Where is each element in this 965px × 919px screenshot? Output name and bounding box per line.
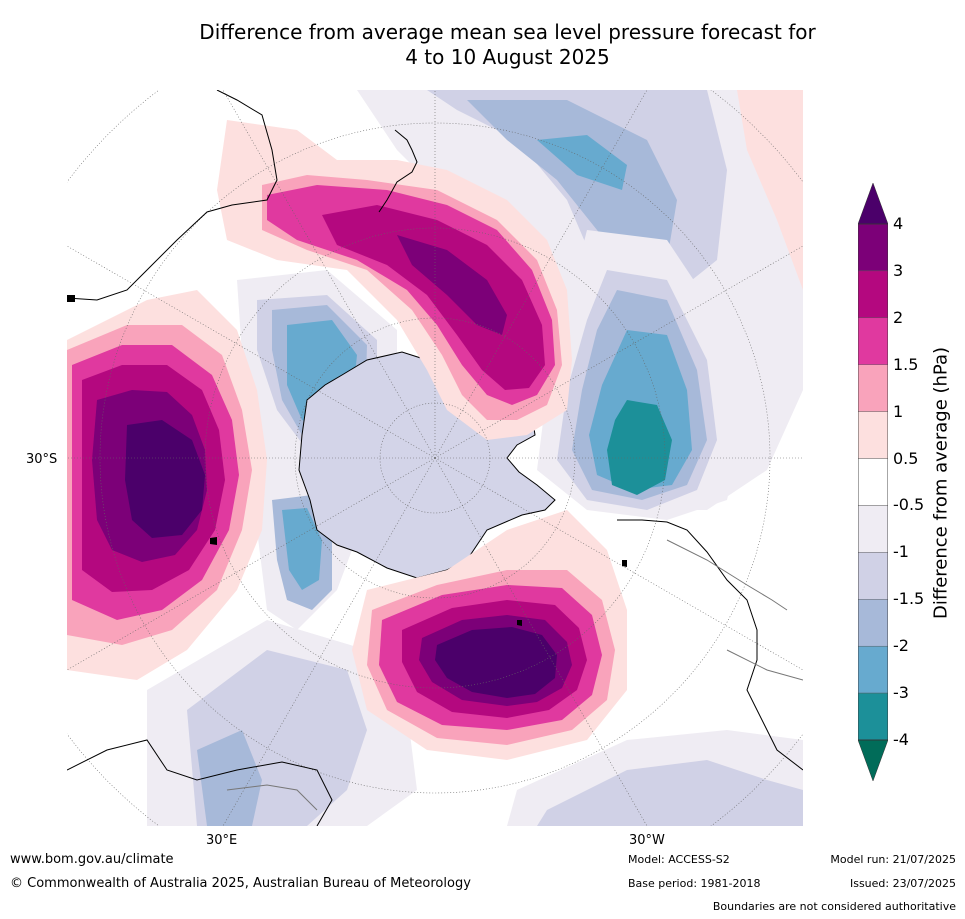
colorbar-cell-2: [857, 317, 889, 365]
colorbar-cell-10: [857, 692, 889, 741]
colorbar-tick-label: 0.5: [893, 448, 919, 468]
colorbar-tick-label: -4: [893, 730, 909, 749]
colorbar-cell-1: [857, 270, 889, 319]
africa-outline: [67, 739, 333, 826]
colorbar-svg: [857, 182, 889, 782]
new-zealand: [378, 129, 418, 213]
colorbar-cell-3: [857, 364, 889, 412]
lon-label-30w: 30°W: [629, 833, 665, 848]
colorbar: [857, 182, 889, 783]
colorbar-tick-label: 2: [893, 307, 904, 327]
colorbar-tick-label: 4: [893, 214, 904, 233]
footer-issued: Issued: 23/07/2025: [849, 877, 956, 890]
lon-label-30e: 30°E: [206, 833, 238, 848]
anomaly-pos-0.5-topright: [737, 90, 803, 290]
anomaly-neg-1-se: [537, 760, 803, 826]
colorbar-title: Difference from average (hPa): [930, 346, 952, 620]
anomaly-neg-3-east: [607, 400, 672, 495]
colorbar-extend-bottom: [857, 739, 889, 782]
colorbar-tick-label: -3: [893, 683, 909, 703]
chart-title: Difference from average mean sea level p…: [0, 20, 965, 70]
graticule: [67, 90, 803, 826]
title-line-1: Difference from average mean sea level p…: [199, 20, 816, 44]
colorbar-cell-7: [857, 552, 889, 600]
colorbar-cell-4: [857, 411, 889, 459]
anomaly-pos-4-west: [125, 420, 205, 538]
colorbar-cell-9: [857, 645, 889, 694]
anomaly-pos-2-north: [322, 205, 545, 390]
colorbar-tick-label: -1: [893, 542, 909, 562]
footer-website: www.bom.gov.au/climate: [10, 852, 174, 867]
colorbar-cell-5: [857, 458, 889, 506]
africa-borders: [226, 784, 318, 811]
title-line-2: 4 to 10 August 2025: [405, 45, 610, 69]
footer-copyright: © Commonwealth of Australia 2025, Austra…: [10, 876, 471, 891]
colorbar-extend-top: [857, 182, 889, 225]
colorbar-cell-6: [857, 505, 889, 553]
footer-model: Model: ACCESS-S2: [628, 853, 730, 866]
footer-base-period: Base period: 1981-2018: [628, 877, 761, 890]
colorbar-tick-label: 1: [893, 401, 904, 421]
lat-label-30s: 30°S: [26, 452, 58, 467]
colorbar-cell-0: [857, 223, 889, 272]
colorbar-tick-label: -0.5: [893, 495, 925, 515]
footer-disclaimer: Boundaries are not considered authoritat…: [712, 900, 956, 913]
colorbar-cell-8: [857, 599, 889, 647]
colorbar-tick-label: 3: [893, 260, 904, 280]
anomaly-pos-4-south: [435, 627, 557, 698]
south-america-borders: [666, 539, 803, 681]
anomaly-neg-1.5-south: [197, 730, 262, 826]
south-america-outline: [617, 519, 803, 771]
footer-model-run: Model run: 21/07/2025: [830, 853, 956, 866]
colorbar-tick-label: 1.5: [893, 354, 919, 374]
map-canvas: [67, 90, 803, 826]
colorbar-tick-label: -2: [893, 636, 909, 656]
anomaly-pos-3-north: [397, 235, 507, 335]
anomaly-neg-1.5-top: [467, 100, 677, 270]
anomaly-neg-2-top: [537, 135, 627, 190]
anomaly-neg-2-west-low: [282, 508, 322, 590]
australia-outline: [67, 90, 278, 301]
polar-map: [67, 90, 803, 826]
colorbar-tick-label: -1.5: [893, 589, 925, 609]
